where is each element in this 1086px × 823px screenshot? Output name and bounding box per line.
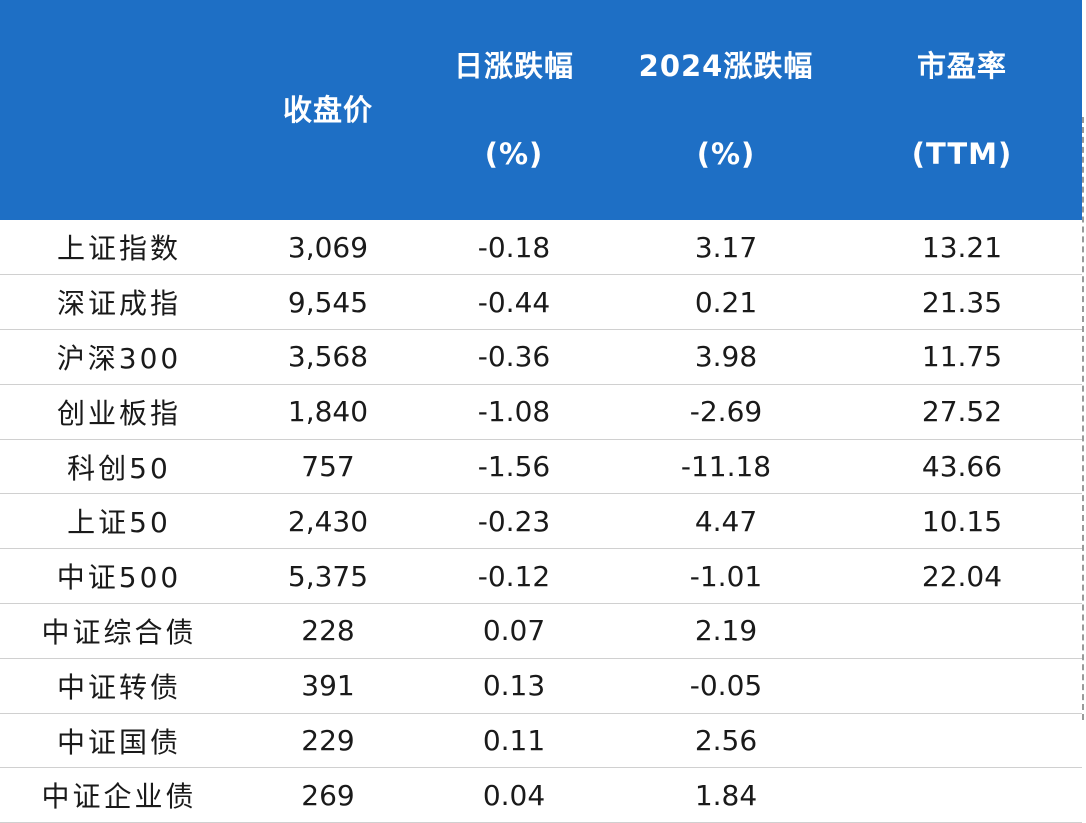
cell-ytd-change: -2.69 bbox=[689, 395, 763, 429]
header-daily-change-label: 日涨跌幅 bbox=[453, 49, 574, 83]
cell-daily-change: 0.07 bbox=[482, 614, 546, 648]
cell-index-name: 中证企业债 bbox=[41, 780, 197, 814]
cell-close-price: 3,568 bbox=[287, 340, 369, 374]
cell-index-name: 上证指数 bbox=[56, 232, 181, 266]
table-body: 上证指数 3,069 -0.18 3.17 13.21 深证成指 9,545 -0.44 0.2… bbox=[0, 220, 1082, 823]
cell-index-name: 科创50 bbox=[67, 451, 171, 485]
table-header: 收盘价 日涨跌幅 (%) 2024涨跌幅 (%) 市盈率 (TTM) bbox=[0, 0, 1082, 220]
header-daily-change-unit: (%) bbox=[484, 137, 544, 171]
cell-close-price: 229 bbox=[301, 724, 355, 758]
cell-ytd-change: 0.21 bbox=[694, 285, 758, 319]
cell-pe-ratio: 27.52 bbox=[921, 395, 1003, 429]
cell-daily-change: -1.56 bbox=[477, 450, 551, 484]
cell-daily-change: 0.11 bbox=[482, 724, 546, 758]
cell-daily-change: 0.13 bbox=[482, 669, 546, 703]
cell-pe-ratio: 10.15 bbox=[921, 504, 1003, 538]
right-border-dashed bbox=[1082, 117, 1084, 720]
cell-daily-change: -0.12 bbox=[477, 559, 551, 593]
table-row: 上证50 2,430 -0.23 4.47 10.15 bbox=[0, 494, 1082, 549]
cell-index-name: 深证成指 bbox=[56, 287, 181, 321]
cell-index-name: 中证国债 bbox=[56, 725, 181, 759]
cell-close-price: 391 bbox=[301, 669, 355, 703]
header-pe-ratio-label: 市盈率 bbox=[916, 49, 1007, 83]
cell-ytd-change: 2.56 bbox=[694, 724, 758, 758]
header-index-name bbox=[0, 0, 238, 220]
cell-ytd-change: -0.05 bbox=[689, 669, 763, 703]
header-close-price-label: 收盘价 bbox=[282, 93, 373, 127]
header-ytd-change: 2024涨跌幅 (%) bbox=[610, 0, 842, 220]
cell-close-price: 9,545 bbox=[287, 285, 369, 319]
cell-index-name: 中证转债 bbox=[56, 670, 181, 704]
table-row: 中证转债 391 0.13 -0.05 bbox=[0, 658, 1082, 714]
header-pe-ratio: 市盈率 (TTM) bbox=[842, 0, 1082, 220]
cell-ytd-change: 3.17 bbox=[694, 230, 758, 264]
table-row: 科创50 757 -1.56 -11.18 43.66 bbox=[0, 439, 1082, 494]
cell-pe-ratio bbox=[842, 604, 1082, 659]
cell-close-price: 5,375 bbox=[287, 559, 369, 593]
table-row: 深证成指 9,545 -0.44 0.21 21.35 bbox=[0, 275, 1082, 330]
table-row: 中证企业债 269 0.04 1.84 bbox=[0, 768, 1082, 823]
cell-close-price: 1,840 bbox=[287, 395, 369, 429]
cell-pe-ratio: 21.35 bbox=[921, 285, 1003, 319]
cell-close-price: 269 bbox=[301, 778, 355, 812]
cell-daily-change: -0.18 bbox=[477, 230, 551, 264]
cell-ytd-change: -11.18 bbox=[680, 450, 772, 484]
header-ytd-change-label: 2024涨跌幅 bbox=[638, 49, 814, 83]
cell-close-price: 757 bbox=[301, 450, 355, 484]
cell-pe-ratio bbox=[842, 768, 1082, 823]
table-row: 中证500 5,375 -0.12 -1.01 22.04 bbox=[0, 549, 1082, 604]
header-row: 收盘价 日涨跌幅 (%) 2024涨跌幅 (%) 市盈率 (TTM) bbox=[0, 0, 1082, 220]
cell-ytd-change: -1.01 bbox=[689, 559, 763, 593]
cell-daily-change: -0.23 bbox=[477, 504, 551, 538]
cell-index-name: 创业板指 bbox=[56, 396, 181, 430]
cell-daily-change: -1.08 bbox=[477, 395, 551, 429]
cell-ytd-change: 3.98 bbox=[694, 340, 758, 374]
table-row: 沪深300 3,568 -0.36 3.98 11.75 bbox=[0, 330, 1082, 385]
cell-close-price: 228 bbox=[301, 614, 355, 648]
cell-ytd-change: 2.19 bbox=[694, 614, 758, 648]
header-daily-change: 日涨跌幅 (%) bbox=[418, 0, 610, 220]
cell-index-name: 上证50 bbox=[67, 506, 171, 540]
cell-pe-ratio: 22.04 bbox=[921, 559, 1003, 593]
cell-index-name: 中证500 bbox=[56, 561, 182, 595]
table-row: 中证国债 229 0.11 2.56 bbox=[0, 713, 1082, 768]
cell-pe-ratio: 13.21 bbox=[921, 230, 1003, 264]
header-close-price: 收盘价 bbox=[238, 0, 418, 220]
cell-ytd-change: 4.47 bbox=[694, 504, 758, 538]
cell-ytd-change: 1.84 bbox=[694, 778, 758, 812]
header-pe-ratio-unit: (TTM) bbox=[911, 137, 1013, 171]
cell-pe-ratio bbox=[842, 713, 1082, 768]
cell-pe-ratio: 43.66 bbox=[921, 450, 1003, 484]
cell-daily-change: -0.36 bbox=[477, 340, 551, 374]
cell-pe-ratio bbox=[842, 658, 1082, 713]
cell-index-name: 沪深300 bbox=[56, 341, 182, 375]
table-row: 上证指数 3,069 -0.18 3.17 13.21 bbox=[0, 220, 1082, 275]
cell-daily-change: 0.04 bbox=[482, 778, 546, 812]
cell-close-price: 2,430 bbox=[287, 504, 369, 538]
table-row: 中证综合债 228 0.07 2.19 bbox=[0, 604, 1082, 659]
header-ytd-change-unit: (%) bbox=[696, 137, 756, 171]
cell-close-price: 3,069 bbox=[287, 230, 369, 264]
cell-pe-ratio: 11.75 bbox=[921, 340, 1003, 374]
cell-daily-change: -0.44 bbox=[477, 285, 551, 319]
cell-index-name: 中证综合债 bbox=[41, 615, 197, 649]
table-row: 创业板指 1,840 -1.08 -2.69 27.52 bbox=[0, 384, 1082, 440]
